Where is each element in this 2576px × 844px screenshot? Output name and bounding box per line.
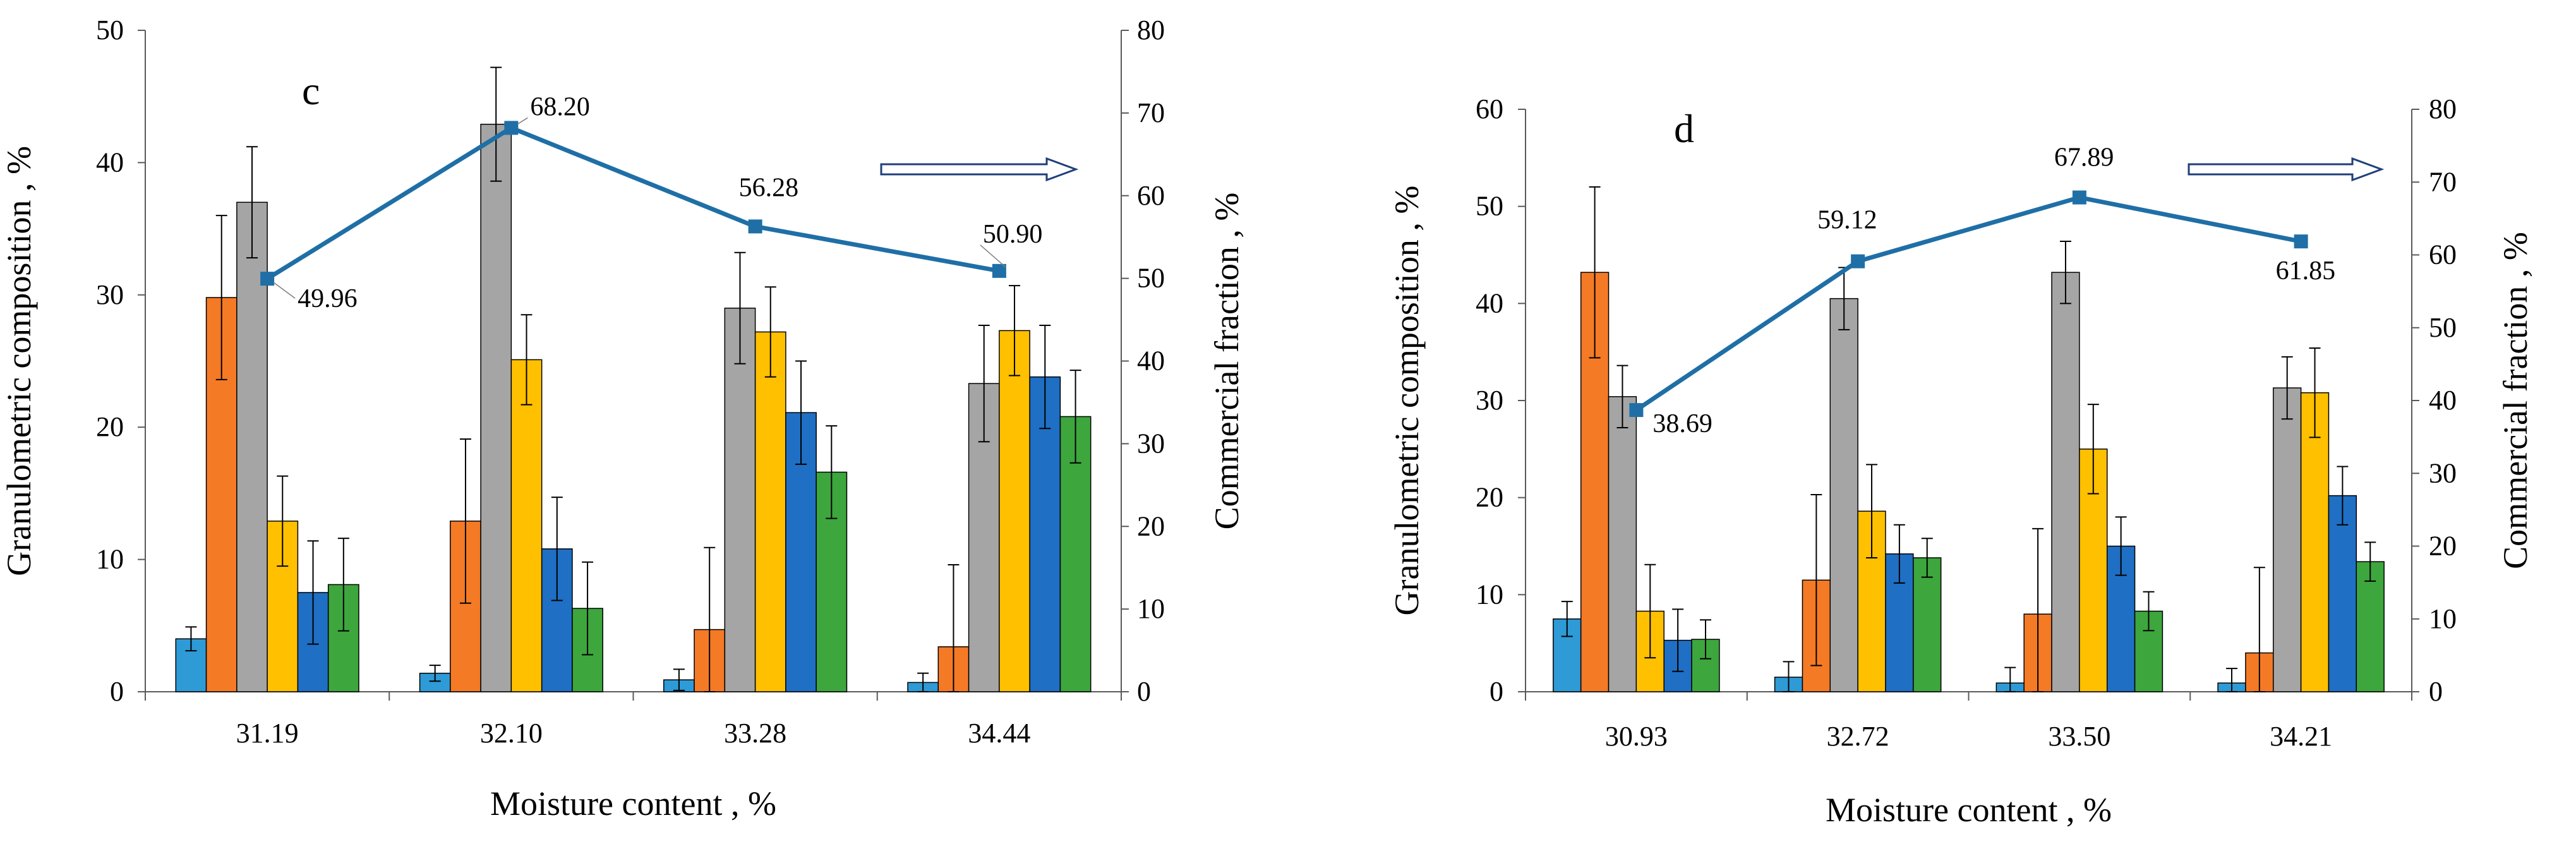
y2-tick-label: 60 (1137, 180, 1165, 211)
y-tick-label: 10 (96, 544, 124, 575)
bar-series-3 (1829, 298, 1858, 692)
bar-series-6 (2356, 561, 2385, 692)
bar-series-3 (724, 307, 756, 692)
bar-series-3 (1608, 396, 1637, 692)
x-axis-title: Moisture content , % (490, 785, 776, 823)
x-tick-label: 32.72 (1827, 721, 1889, 752)
commercial-fraction-line (266, 125, 1000, 281)
bar-series-3 (480, 123, 512, 692)
line-data-label: 38.69 (1652, 409, 1712, 438)
y2-axis-title: Commercial fraction , % (2496, 232, 2534, 569)
arrow-right-icon (880, 157, 1079, 182)
line-data-label: 49.96 (298, 284, 358, 313)
bar-series-4 (754, 331, 786, 692)
bar-series-4 (510, 359, 543, 692)
x-tick-label: 33.50 (2048, 721, 2110, 752)
y-tick-label: 30 (1476, 385, 1503, 416)
bar-series-4 (2300, 392, 2330, 692)
x-axis-title: Moisture content , % (1826, 791, 2112, 829)
line-data-label: 50.90 (983, 220, 1043, 249)
y2-tick-label: 10 (2429, 603, 2457, 634)
bar-series-5 (2328, 495, 2357, 692)
y2-tick-label: 30 (1137, 428, 1165, 459)
y-tick-label: 40 (96, 147, 124, 178)
chart-panel-d: 0 10 20 30 40 50 60 0 10 20 30 40 50 60 70 80 30.93 32.72… (1388, 93, 2534, 829)
line-marker (1851, 254, 1865, 268)
line-data-label: 67.89 (2054, 143, 2114, 172)
line-marker (2294, 234, 2308, 249)
commercial-fraction-line (1635, 195, 2302, 413)
y2-tick-label: 0 (1137, 676, 1151, 707)
y-tick-label: 30 (96, 279, 124, 310)
y2-tick-label: 0 (2429, 676, 2443, 707)
y2-tick-label: 70 (2429, 166, 2457, 197)
line-data-label: 61.85 (2276, 256, 2336, 286)
y2-tick-label: 60 (2429, 239, 2457, 270)
x-tick-label: 31.19 (236, 718, 299, 749)
x-tick-label: 34.44 (968, 718, 1030, 749)
y-axis-title: Granulometric composition , % (1388, 186, 1426, 616)
y2-tick-label: 80 (1137, 15, 1165, 45)
y-tick-label: 20 (96, 411, 124, 442)
line-marker (260, 272, 275, 286)
label-leader (517, 117, 528, 125)
y2-tick-label: 30 (2429, 457, 2457, 488)
line-marker (992, 263, 1006, 278)
y-tick-label: 0 (110, 676, 124, 707)
y2-tick-label: 50 (1137, 263, 1165, 294)
bar-series-3 (2051, 272, 2080, 692)
bar-series-5 (1029, 376, 1061, 692)
y2-tick-label: 20 (2429, 531, 2457, 562)
y2-tick-label: 10 (1137, 593, 1165, 624)
panel-label: d (1674, 106, 1694, 151)
line-marker (2072, 190, 2086, 205)
arrow-right-icon (2188, 157, 2385, 182)
y-tick-label: 40 (1476, 287, 1503, 318)
line-marker (748, 219, 762, 234)
y2-tick-label: 80 (2429, 93, 2457, 124)
line-data-label: 68.20 (530, 92, 590, 121)
line-marker (1629, 403, 1644, 418)
x-tick-label: 33.28 (724, 718, 786, 749)
chart-panel-c: 0 10 20 30 40 50 0 10 20 30 40 50 60 70 80 31.19 32.10 33… (0, 15, 1246, 823)
y2-tick-label: 20 (1137, 510, 1165, 541)
line-data-label: 56.28 (739, 173, 799, 202)
y-tick-label: 0 (1490, 676, 1503, 707)
y-tick-label: 50 (1476, 191, 1503, 222)
line-data-label: 59.12 (1817, 206, 1877, 235)
y-tick-label: 60 (1476, 93, 1503, 124)
y2-tick-label: 70 (1137, 97, 1165, 128)
y-tick-label: 50 (96, 15, 124, 45)
bar-series-6 (1913, 557, 1942, 692)
line-marker (504, 121, 519, 135)
y-tick-label: 10 (1476, 579, 1503, 610)
y2-tick-label: 50 (2429, 312, 2457, 343)
panel-label: c (302, 68, 320, 113)
y-axis-title: Granulometric composition , % (0, 146, 38, 576)
x-tick-label: 32.10 (480, 718, 543, 749)
x-tick-label: 30.93 (1605, 721, 1668, 752)
y-tick-label: 20 (1476, 482, 1503, 513)
bar-series-3 (2273, 387, 2302, 692)
label-leader (273, 282, 296, 299)
label-leader (980, 244, 1006, 268)
bar-series-4 (999, 330, 1030, 692)
y2-tick-label: 40 (2429, 385, 2457, 416)
y2-tick-label: 40 (1137, 346, 1165, 377)
y2-axis-title: Commercial fraction , % (1208, 193, 1246, 530)
x-tick-label: 34.21 (2270, 721, 2332, 752)
